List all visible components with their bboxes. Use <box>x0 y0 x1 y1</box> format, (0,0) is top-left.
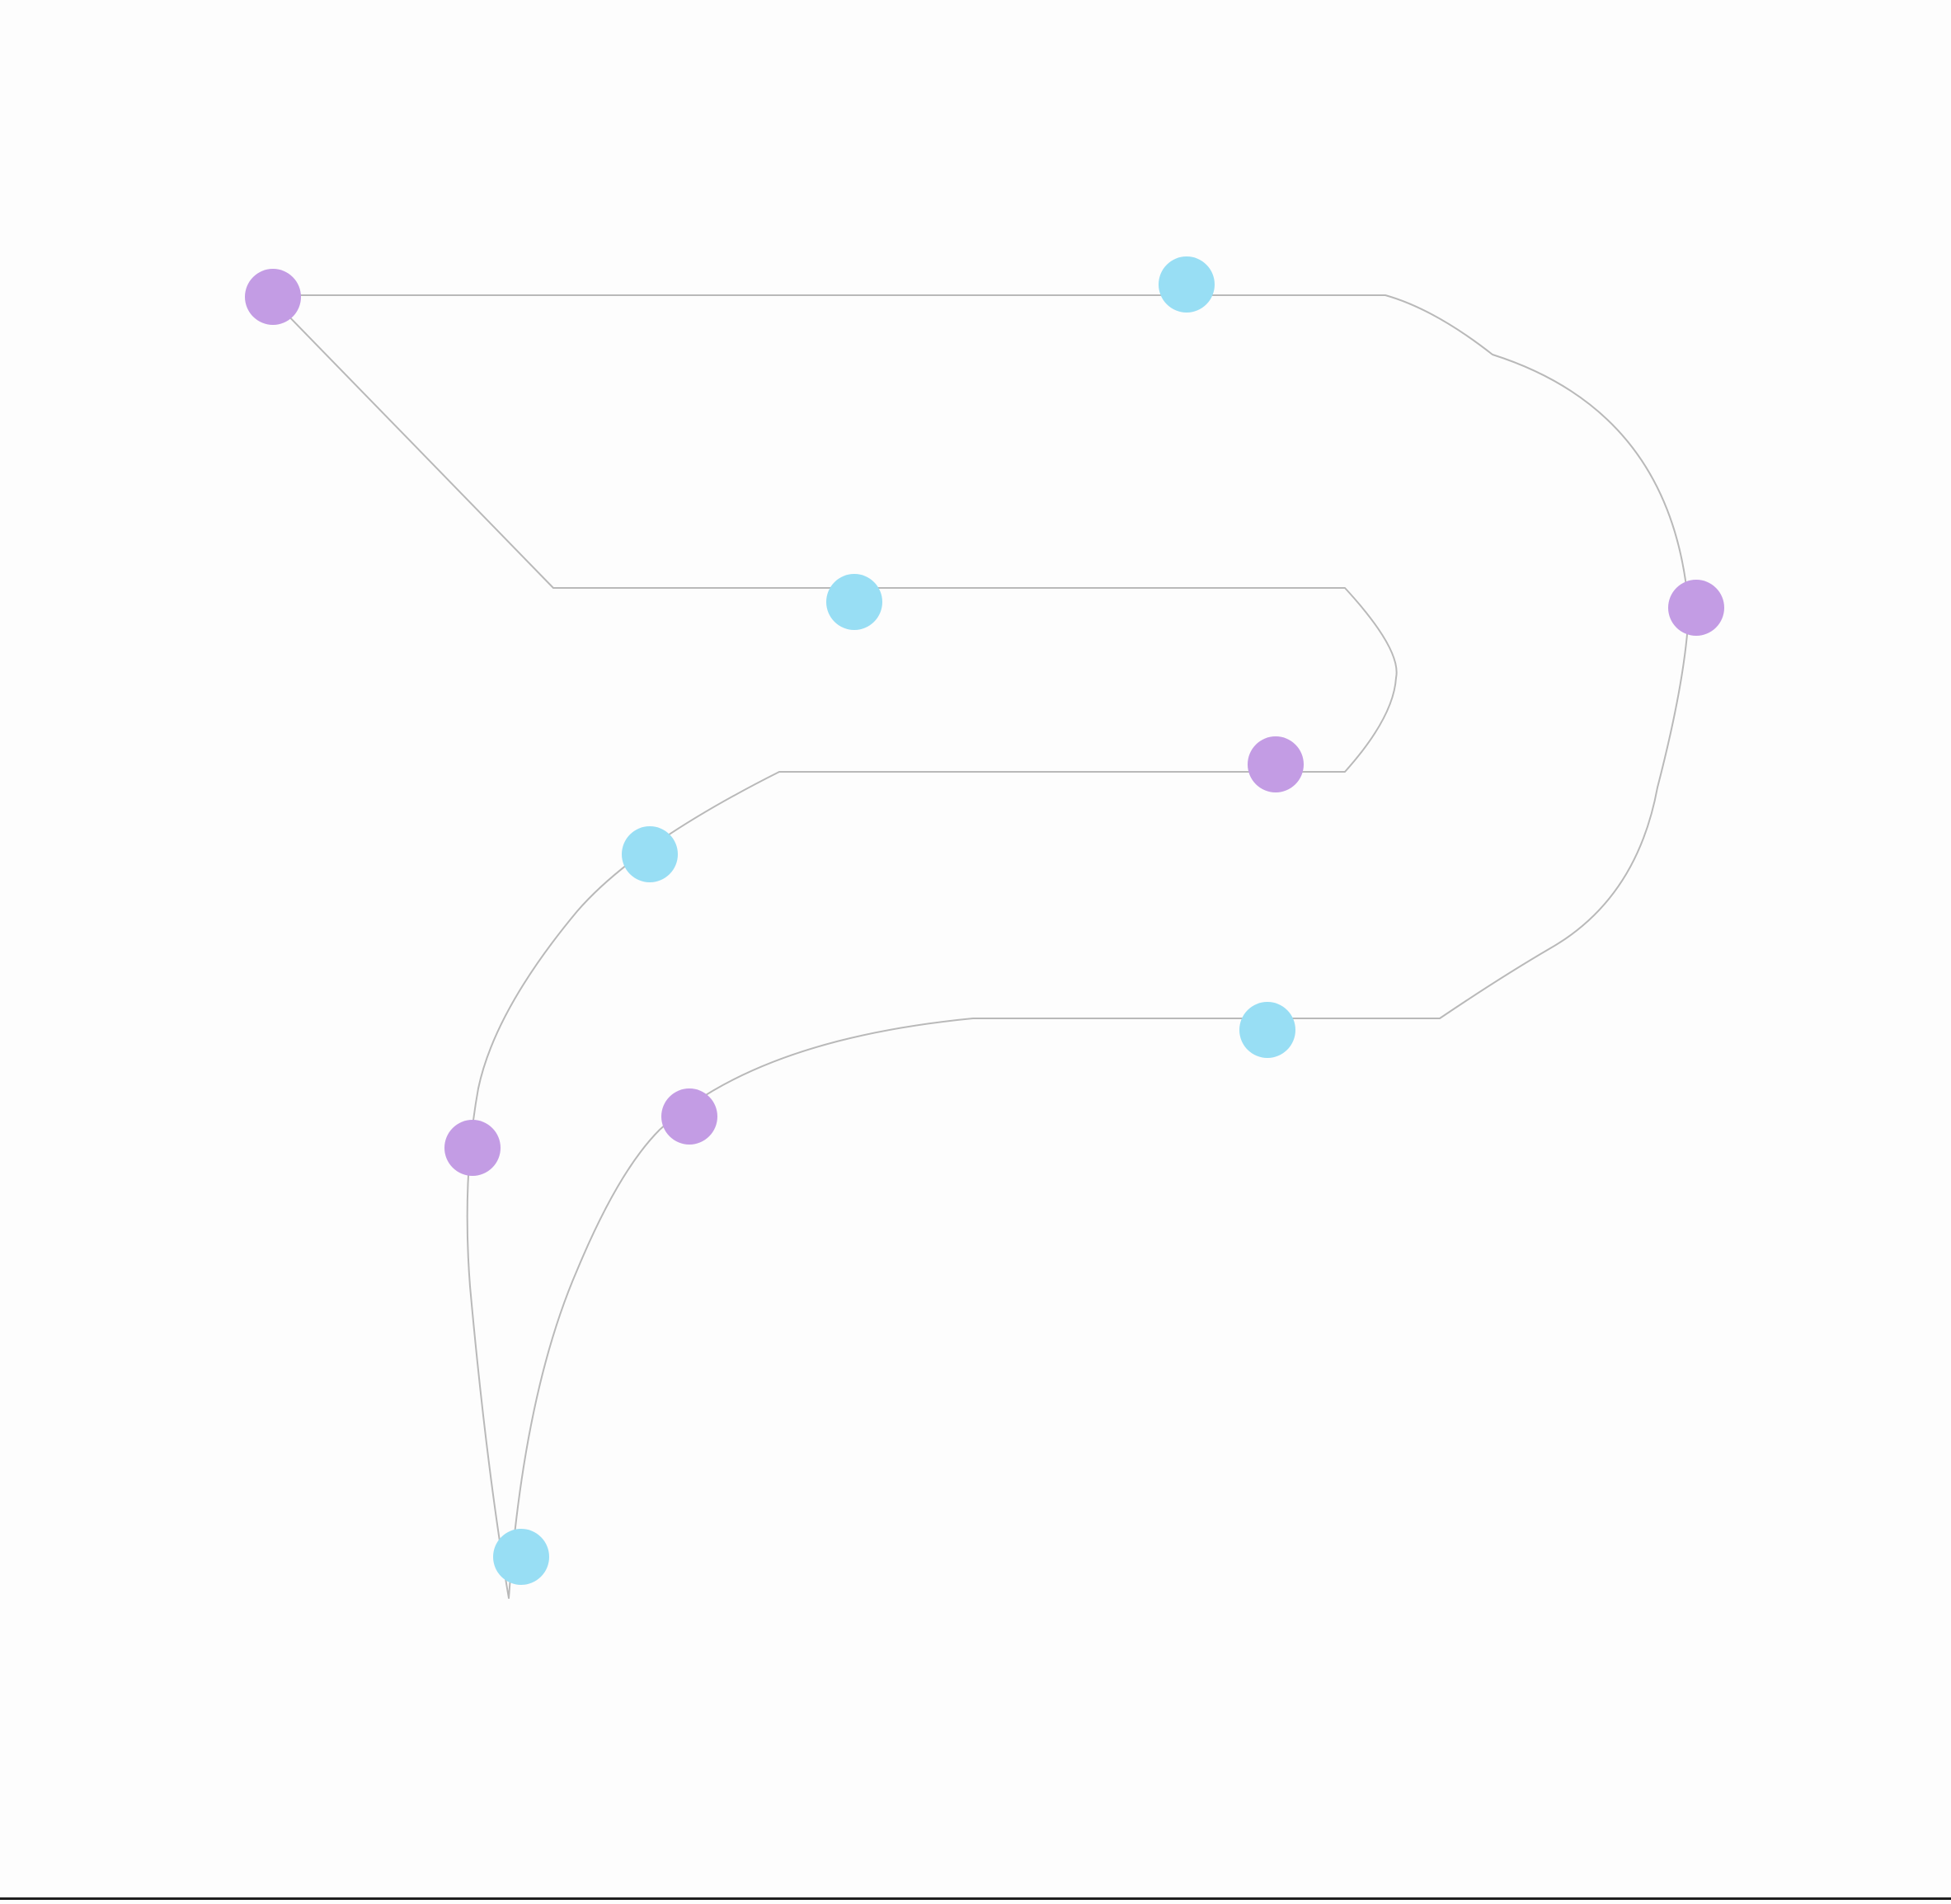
cyan-dot <box>1239 1002 1295 1058</box>
bottom-rule <box>0 1897 1951 1900</box>
cyan-dot <box>622 826 678 882</box>
purple-dot <box>661 1088 717 1145</box>
cyan-dot <box>1159 256 1215 313</box>
cyan-dot <box>493 1529 549 1585</box>
purple-dot <box>1248 736 1304 792</box>
purple-dot <box>245 269 301 325</box>
logo-outline-path <box>276 294 1690 1599</box>
purple-dot <box>1668 580 1724 636</box>
purple-dot <box>444 1120 501 1176</box>
cyan-dot <box>826 574 882 630</box>
dots-group <box>245 256 1724 1585</box>
